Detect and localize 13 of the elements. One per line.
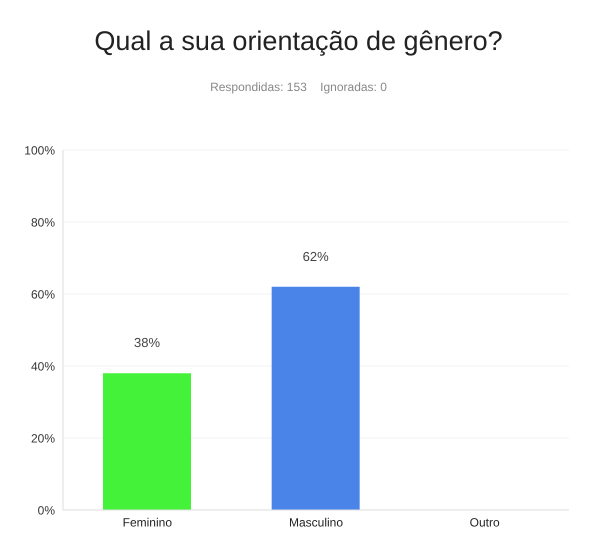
y-tick-label: 80% [30, 215, 56, 230]
x-tick-label: Masculino [288, 516, 344, 530]
x-tick-label: Outro [470, 516, 500, 530]
x-tick-label: Feminino [122, 516, 172, 530]
y-tick-label: 0% [38, 503, 56, 518]
y-tick-label: 20% [30, 431, 56, 446]
y-tick-label: 40% [30, 359, 56, 374]
chart-subtitle: Respondidas: 153 Ignoradas: 0 [209, 79, 388, 96]
data-label: 38% [134, 335, 160, 350]
y-tick-label: 60% [30, 287, 56, 302]
chart-title: Qual a sua orientação de gênero? [93, 25, 504, 58]
y-tick-label: 100% [24, 143, 56, 158]
data-label: 62% [302, 248, 330, 264]
